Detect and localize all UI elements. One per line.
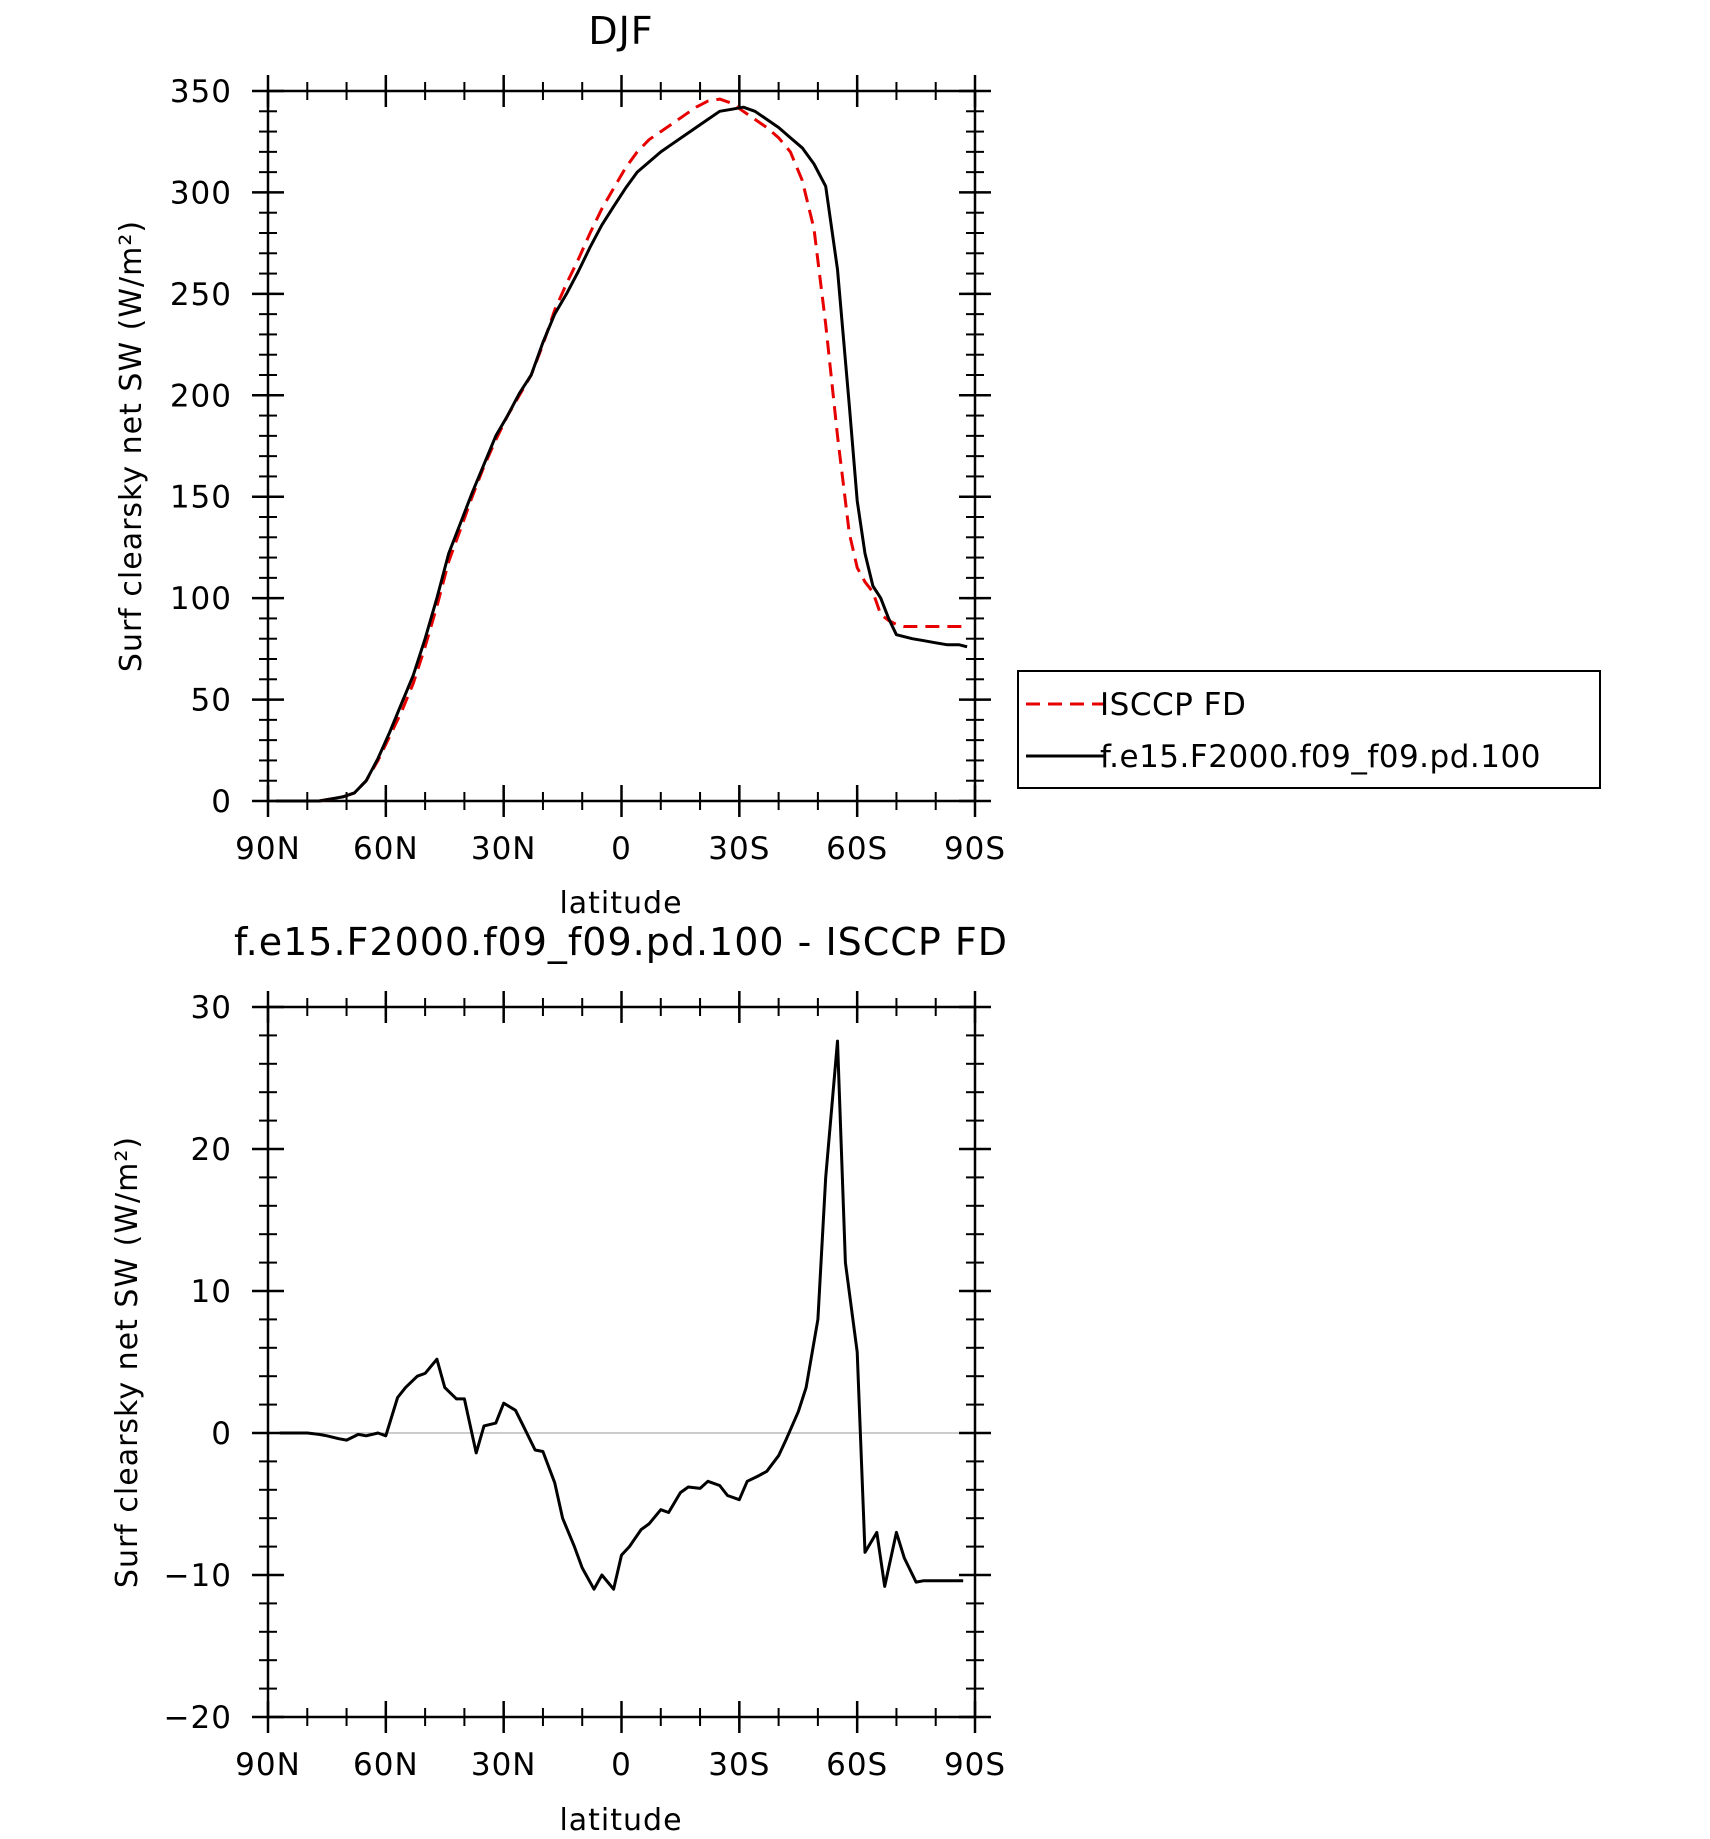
legend-model-label: f.e15.F2000.f09_f09.pd.100 xyxy=(1100,739,1541,775)
top-chart-series xyxy=(275,97,968,803)
y-tick-label: 200 xyxy=(170,378,232,414)
x-tick-label: 90N xyxy=(235,1747,301,1783)
x-tick-label: 60S xyxy=(826,1747,888,1783)
x-tick-label: 30S xyxy=(708,1747,770,1783)
x-tick-label: 30S xyxy=(708,831,770,867)
top-series-line-1 xyxy=(275,105,968,803)
y-tick-label: 350 xyxy=(170,74,232,110)
y-tick-label: 250 xyxy=(170,277,232,313)
bottom-chart-series xyxy=(279,1039,964,1591)
top-chart-y-axis-label: Surf clearsky net SW (W/m²) xyxy=(114,220,149,672)
bottom-series-line-0 xyxy=(279,1039,964,1591)
x-tick-label: 60N xyxy=(353,831,419,867)
x-tick-label: 60S xyxy=(826,831,888,867)
y-tick-label: 300 xyxy=(170,175,232,211)
bottom-chart-title: f.e15.F2000.f09_f09.pd.100 - ISCCP FD xyxy=(234,920,1008,964)
top-chart-panel: DJF 90N 60N 30N 0 30S 60S 90S 0 50 100 150 200 250 30… xyxy=(114,9,1006,921)
y-tick-label: −20 xyxy=(164,1700,232,1736)
top-chart-frame xyxy=(266,89,977,803)
bottom-chart-x-axis-label: latitude xyxy=(559,1803,682,1838)
y-tick-label: 100 xyxy=(170,581,232,617)
x-tick-label: 0 xyxy=(611,831,632,867)
y-tick-label: 50 xyxy=(191,683,232,719)
y-tick-label: 0 xyxy=(211,784,232,820)
x-tick-label: 90N xyxy=(235,831,301,867)
legend: ISCCP FD f.e15.F2000.f09_f09.pd.100 xyxy=(1017,670,1601,789)
y-tick-label: −10 xyxy=(164,1558,232,1594)
y-tick-label: 10 xyxy=(191,1274,232,1310)
bottom-chart-y-axis-label: Surf clearsky net SW (W/m²) xyxy=(110,1136,145,1588)
x-tick-label: 90S xyxy=(944,1747,1006,1783)
top-chart-x-axis-label: latitude xyxy=(559,886,682,921)
x-tick-label: 0 xyxy=(611,1747,632,1783)
y-tick-label: 20 xyxy=(191,1132,232,1168)
x-tick-label: 60N xyxy=(353,1747,419,1783)
bottom-chart-ticks: 90N 60N 30N 0 30S 60S 90S −20 −10 0 10 20 30 xyxy=(164,990,1006,1783)
legend-isccp-label: ISCCP FD xyxy=(1100,687,1246,723)
top-chart-ticks: 90N 60N 30N 0 30S 60S 90S 0 50 100 150 200 250 300 350 xyxy=(170,74,1006,867)
y-tick-label: 0 xyxy=(211,1416,232,1452)
y-tick-label: 150 xyxy=(170,480,232,516)
top-series-line-0 xyxy=(275,97,968,803)
y-tick-label: 30 xyxy=(191,990,232,1026)
x-tick-label: 30N xyxy=(471,831,537,867)
x-tick-label: 90S xyxy=(944,831,1006,867)
legend-box xyxy=(1017,670,1601,789)
bottom-chart-frame xyxy=(266,1005,977,1719)
bottom-chart-panel: f.e15.F2000.f09_f09.pd.100 - ISCCP FD 90… xyxy=(110,920,1008,1838)
x-tick-label: 30N xyxy=(471,1747,537,1783)
top-chart-title: DJF xyxy=(588,9,653,53)
